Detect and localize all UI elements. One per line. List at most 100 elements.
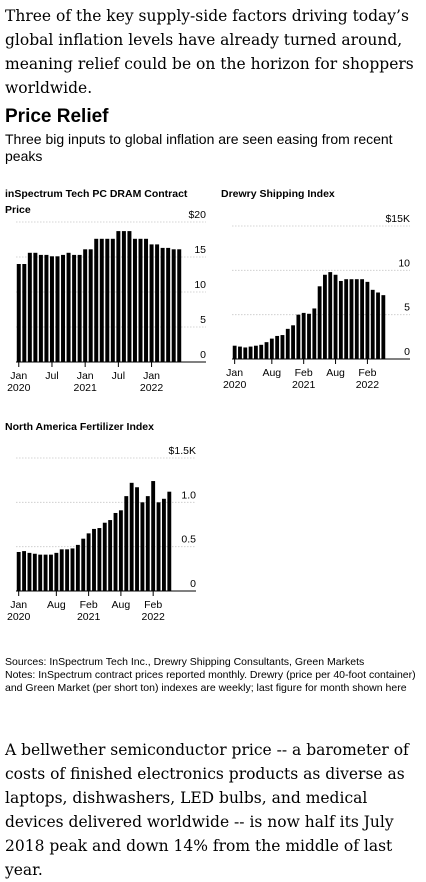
bar xyxy=(86,533,91,591)
fertilizer-chart-title: North America Fertilizer Index xyxy=(5,421,154,433)
x-tick-label: Jul xyxy=(45,370,58,382)
x-tick-label: 2022 xyxy=(140,382,164,394)
bar xyxy=(27,552,32,591)
bar xyxy=(138,238,143,362)
bar xyxy=(296,314,301,359)
bar xyxy=(16,551,21,591)
bar xyxy=(72,254,77,362)
sources-note: Sources: InSpectrum Tech Inc., Drewry Sh… xyxy=(5,656,365,668)
bar xyxy=(243,347,248,359)
bar xyxy=(22,551,27,591)
x-tick-label: Feb xyxy=(80,599,98,611)
bar xyxy=(127,231,132,362)
bar xyxy=(328,272,333,359)
x-tick-label: Jan xyxy=(143,370,160,382)
x-tick-label: Feb xyxy=(358,367,376,379)
dram-chart-title: inSpectrum Tech PC DRAM Contract Price xyxy=(5,188,188,216)
bar xyxy=(49,256,54,362)
x-tick-label: 2021 xyxy=(292,379,316,391)
x-tick-label: 2022 xyxy=(356,379,380,391)
bar xyxy=(144,238,149,362)
bar xyxy=(132,238,137,362)
x-tick-label: 2020 xyxy=(223,379,247,391)
y-tick-label: 15 xyxy=(194,244,206,256)
graphic-subtitle: Three big inputs to global inflation are… xyxy=(5,131,393,164)
y-tick-label: 5 xyxy=(200,314,206,326)
bar xyxy=(151,481,156,591)
bar xyxy=(381,295,386,359)
bar xyxy=(61,254,66,362)
y-tick-label: $1.5K xyxy=(169,445,196,457)
bar xyxy=(344,279,349,359)
bar xyxy=(33,252,38,362)
bar xyxy=(83,249,88,362)
y-tick-label: 10 xyxy=(194,279,206,291)
methodology-note: Notes: InSpectrum contract prices report… xyxy=(5,669,416,694)
bar xyxy=(102,522,107,591)
bar xyxy=(129,482,134,591)
outro-paragraph: A bellwether semiconductor price -- a ba… xyxy=(5,741,409,879)
bar xyxy=(94,238,99,362)
bar xyxy=(81,538,86,591)
y-tick-label: 0 xyxy=(404,346,410,358)
bar xyxy=(238,346,242,359)
bar xyxy=(113,512,118,591)
bar xyxy=(49,554,53,591)
bar xyxy=(38,554,43,591)
bar xyxy=(135,487,139,591)
bar xyxy=(22,264,27,362)
bar xyxy=(65,549,70,591)
x-tick-label: 2021 xyxy=(77,611,101,623)
x-tick-label: Aug xyxy=(326,367,345,379)
bar xyxy=(275,335,280,359)
x-tick-label: Jan xyxy=(77,370,94,382)
shipping-chart-title: Drewry Shipping Index xyxy=(221,188,335,200)
bar xyxy=(44,254,49,362)
bar xyxy=(75,544,80,591)
x-tick-label: Feb xyxy=(295,367,313,379)
x-tick-label: 2020 xyxy=(7,382,31,394)
x-tick-label: Aug xyxy=(262,367,281,379)
x-tick-label: Jan xyxy=(10,599,27,611)
bar xyxy=(171,249,176,362)
chart-notes: Sources: InSpectrum Tech Inc., Drewry Sh… xyxy=(5,656,421,695)
bar xyxy=(307,313,311,359)
bar xyxy=(59,549,64,591)
bar xyxy=(349,279,354,359)
bar xyxy=(285,328,290,359)
x-tick-label: 2022 xyxy=(141,611,165,623)
y-tick-label: $20 xyxy=(188,209,206,221)
y-tick-label: 5 xyxy=(404,302,410,314)
bar xyxy=(145,496,150,591)
bar xyxy=(105,238,110,362)
bar xyxy=(291,325,295,359)
y-tick-label: 0 xyxy=(200,349,206,361)
bar xyxy=(317,286,322,359)
y-tick-label: 0 xyxy=(190,578,196,590)
bar xyxy=(376,292,380,359)
bar xyxy=(92,528,96,591)
bar xyxy=(54,552,59,591)
x-tick-label: 2020 xyxy=(7,611,31,623)
bar xyxy=(253,345,258,359)
bar xyxy=(97,528,102,591)
y-tick-label: 1.0 xyxy=(181,489,196,501)
bar xyxy=(77,254,82,362)
bar xyxy=(166,247,171,362)
bar xyxy=(121,231,126,362)
bar xyxy=(118,510,123,591)
bar xyxy=(16,264,21,362)
bar xyxy=(370,289,375,359)
x-tick-label: Aug xyxy=(112,599,131,611)
x-tick-label: Jul xyxy=(112,370,125,382)
bar xyxy=(108,520,113,591)
bar xyxy=(38,254,43,362)
graphic-title: Price Relief xyxy=(5,106,109,127)
bar xyxy=(27,252,32,362)
bar xyxy=(140,502,145,591)
bar xyxy=(88,249,93,362)
x-tick-label: Jan xyxy=(10,370,27,382)
bar xyxy=(365,281,370,359)
